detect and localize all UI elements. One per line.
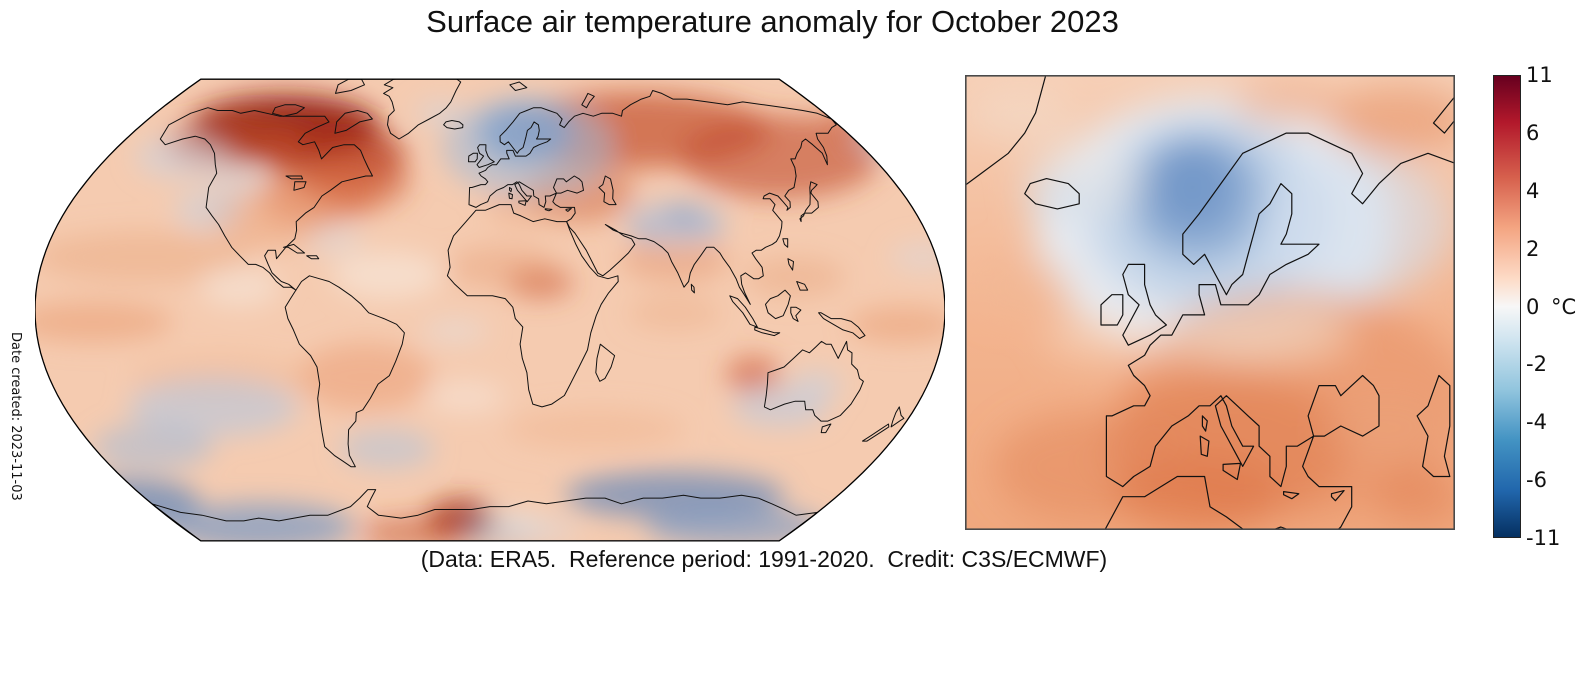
colorbar-tick-label: -11 <box>1526 526 1561 550</box>
global-anomaly-map <box>35 78 945 542</box>
logos-row: ★★★★★★★★★★★★ PROGRAMME OF THE EUROPEAN U… <box>0 585 1592 675</box>
colorbar-tick-label: -6 <box>1526 468 1547 493</box>
colorbar-tick-label: 6 <box>1526 120 1540 145</box>
colorbar-tick-label: 4 <box>1526 178 1540 203</box>
page-title: Surface air temperature anomaly for Octo… <box>426 4 1119 39</box>
figure-caption: (Data: ERA5. Reference period: 1991-2020… <box>420 546 1108 572</box>
colorbar-tick-label: 11 <box>1526 63 1553 87</box>
europe-anomaly-map <box>965 75 1455 530</box>
colorbar-tick-label: -4 <box>1526 410 1547 435</box>
colorbar-unit-label: °C <box>1551 295 1577 319</box>
date-created-label: Date created: 2023-11-03 <box>8 332 23 501</box>
colorbar <box>1493 75 1521 538</box>
global-map-border <box>35 78 945 542</box>
europe-coastlines <box>965 75 1455 530</box>
colorbar-tick-label: -2 <box>1526 352 1547 377</box>
colorbar-tick-label: 0 <box>1526 294 1540 319</box>
global-coastlines <box>151 79 905 541</box>
europe-map-border <box>965 75 1455 530</box>
colorbar-tick-label: 2 <box>1526 236 1540 261</box>
